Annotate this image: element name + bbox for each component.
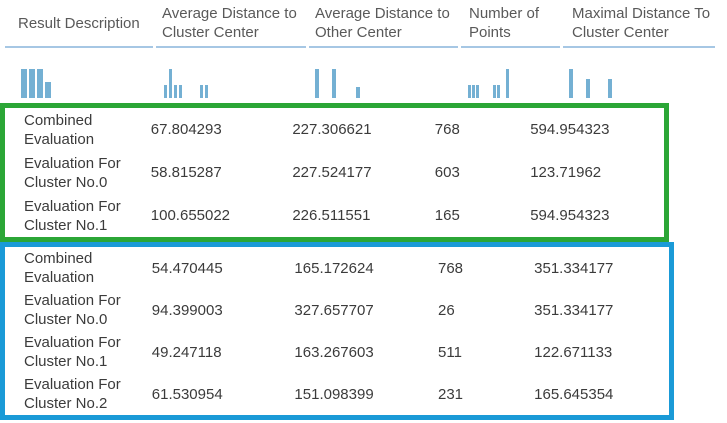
number-of-points-cell: 26 <box>438 301 455 319</box>
column-header-label: Number of Points <box>469 5 540 41</box>
histogram-thumbnail-avg-distance-cluster-center[interactable] <box>156 68 309 103</box>
avg-distance-cluster-center-cell: 58.815287 <box>150 164 222 181</box>
column-header-label: Average Distance to Other Center <box>315 5 450 41</box>
avg-distance-cluster-center-cell: 61.530954 <box>151 385 223 403</box>
column-header-avg-distance-other-center[interactable]: Average Distance to Other Center <box>309 0 458 48</box>
avg-distance-other-center-cell: 226.511551 <box>292 207 371 224</box>
histogram-thumbnail-row <box>5 48 727 103</box>
histogram-icon <box>468 69 509 98</box>
avg-distance-cluster-center-cell: 100.655022 <box>150 207 231 224</box>
table-row[interactable]: Evaluation For Cluster No.0 94.399003 32… <box>5 289 669 331</box>
maximal-distance-cluster-center-cell: 594.954323 <box>530 207 610 224</box>
result-description-cell: Evaluation For Cluster No.1 <box>24 197 121 234</box>
maximal-distance-cluster-center-cell: 122.671133 <box>534 343 613 361</box>
number-of-points-cell: 511 <box>438 343 462 361</box>
number-of-points-cell: 603 <box>434 164 460 181</box>
avg-distance-other-center-cell: 227.524177 <box>292 164 372 181</box>
result-description-cell: Combined Evaluation <box>24 111 95 148</box>
histogram-icon <box>569 69 612 98</box>
histogram-icon <box>164 69 208 98</box>
table-row[interactable]: Evaluation For Cluster No.1 49.247118 16… <box>5 331 669 373</box>
highlight-box-blue: Combined Evaluation 54.470445 165.172624… <box>0 242 674 420</box>
maximal-distance-cluster-center-cell: 165.645354 <box>534 385 614 403</box>
avg-distance-other-center-cell: 163.267603 <box>294 343 374 361</box>
avg-distance-cluster-center-cell: 54.470445 <box>151 259 223 277</box>
column-header-maximal-distance-cluster-center[interactable]: Maximal Distance To Cluster Center <box>563 0 715 48</box>
number-of-points-cell: 768 <box>438 259 464 277</box>
histogram-thumbnail-avg-distance-other-center[interactable] <box>309 68 461 103</box>
result-description-cell: Evaluation For Cluster No.0 <box>24 154 121 191</box>
column-header-result-description[interactable]: Result Description <box>5 0 153 48</box>
highlight-box-green: Combined Evaluation 67.804293 227.306621… <box>0 103 669 242</box>
result-description-cell: Evaluation For Cluster No.1 <box>24 334 121 370</box>
maximal-distance-cluster-center-cell: 123.71962 <box>530 164 602 181</box>
avg-distance-other-center-cell: 151.098399 <box>294 385 374 403</box>
avg-distance-other-center-cell: 165.172624 <box>294 259 374 277</box>
histogram-thumbnail-result-description[interactable] <box>5 68 156 103</box>
histogram-thumbnail-maximal-distance-cluster-center[interactable] <box>564 68 720 103</box>
avg-distance-other-center-cell: 227.306621 <box>292 121 372 138</box>
table-row[interactable]: Combined Evaluation 67.804293 227.306621… <box>5 108 664 151</box>
table-header-row: Result Description Average Distance to C… <box>5 0 727 48</box>
result-description-cell: Combined Evaluation <box>24 250 95 286</box>
number-of-points-cell: 231 <box>438 385 464 403</box>
result-description-cell: Evaluation For Cluster No.0 <box>24 292 121 328</box>
histogram-thumbnail-number-of-points[interactable] <box>461 68 564 103</box>
maximal-distance-cluster-center-cell: 351.334177 <box>534 259 614 277</box>
avg-distance-cluster-center-cell: 49.247118 <box>151 343 222 361</box>
number-of-points-cell: 768 <box>434 121 460 138</box>
result-description-cell: Evaluation For Cluster No.2 <box>24 376 121 412</box>
histogram-icon <box>315 69 360 98</box>
avg-distance-cluster-center-cell: 94.399003 <box>151 301 223 319</box>
avg-distance-cluster-center-cell: 67.804293 <box>150 121 222 138</box>
table-row[interactable]: Evaluation For Cluster No.2 61.530954 15… <box>5 373 669 415</box>
maximal-distance-cluster-center-cell: 351.334177 <box>534 301 614 319</box>
avg-distance-other-center-cell: 327.657707 <box>294 301 374 319</box>
column-header-avg-distance-cluster-center[interactable]: Average Distance to Cluster Center <box>156 0 306 48</box>
column-header-label: Maximal Distance To Cluster Center <box>572 5 711 41</box>
table-row[interactable]: Evaluation For Cluster No.1 100.655022 2… <box>5 194 664 237</box>
column-header-number-of-points[interactable]: Number of Points <box>461 0 560 48</box>
histogram-icon <box>21 69 51 98</box>
table-row[interactable]: Combined Evaluation 54.470445 165.172624… <box>5 247 669 289</box>
maximal-distance-cluster-center-cell: 594.954323 <box>530 121 610 138</box>
column-header-label: Result Description <box>18 14 140 32</box>
column-header-label: Average Distance to Cluster Center <box>162 5 297 41</box>
table-row[interactable]: Evaluation For Cluster No.0 58.815287 22… <box>5 151 664 194</box>
number-of-points-cell: 165 <box>434 207 460 224</box>
